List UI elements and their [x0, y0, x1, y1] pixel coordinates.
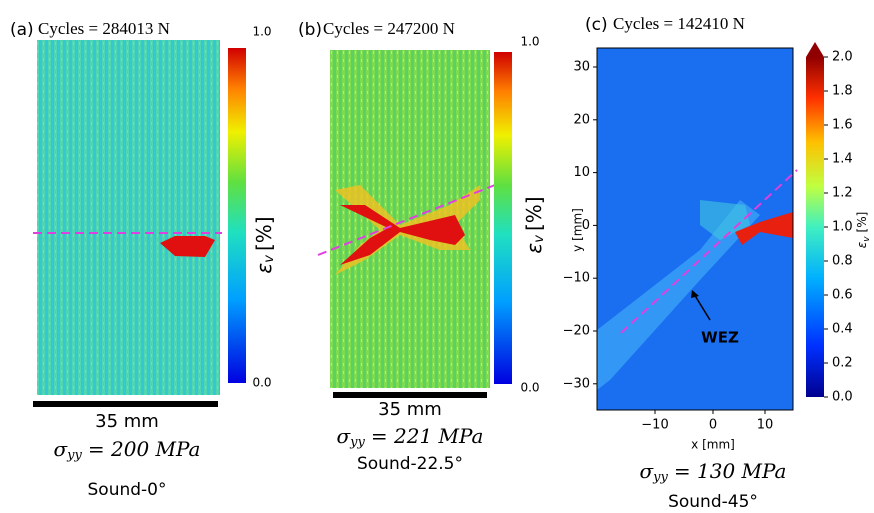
colorbar-label: εv [%] — [522, 196, 547, 253]
cycles: Cycles = 142410 N — [613, 14, 745, 33]
subscript: v — [862, 236, 872, 242]
crack — [160, 236, 215, 257]
crack — [340, 205, 465, 265]
specimen: Sound-0° — [88, 480, 167, 500]
y-tick-label: −20 — [563, 324, 590, 339]
y-tick-label: 20 — [573, 112, 590, 127]
x-tick-label: −10 — [641, 418, 668, 433]
panel-c: (c) Cycles = 142410 N WEZ x [mm] y [mm] … — [571, 14, 824, 512]
y-tick-label: 10 — [573, 165, 590, 180]
strain-map — [37, 40, 220, 395]
colorbar-label: εv [%] — [252, 216, 277, 273]
stress: σyy = 221 MPa — [337, 424, 484, 450]
symbol: ε — [252, 263, 276, 274]
panel-b: (b) Cycles = 247200 N 35 mm σyy = 221 MPa… — [298, 19, 512, 474]
stress: σyy = 200 MPa — [54, 437, 201, 463]
cycles: Cycles = 247200 N — [323, 19, 455, 38]
subscript: v — [532, 235, 547, 243]
colorbar-tick-label: 1.0 — [832, 220, 853, 235]
colorbar-tick-label: 0.6 — [832, 288, 853, 303]
x-tick-label: 10 — [757, 418, 774, 433]
stress: σyy = 130 MPa — [640, 459, 787, 485]
colorbar — [228, 48, 246, 383]
colorbar-tick-label: 1.2 — [832, 186, 853, 201]
colorbar-tick-label: 1.0 — [252, 25, 271, 39]
symbol: ε — [522, 243, 546, 254]
y-tick-label: 30 — [573, 60, 590, 75]
scale-bar — [333, 392, 487, 398]
crack — [735, 212, 793, 245]
specimen: Sound-22.5° — [357, 454, 463, 474]
x-axis-label: x [mm] — [691, 438, 735, 452]
colorbar-tick-label: 0.2 — [832, 356, 853, 371]
colorbar-tick-label: 1.4 — [832, 152, 853, 167]
panel-label: (b) — [298, 20, 322, 40]
unit: [%] — [522, 196, 546, 231]
scale-bar — [33, 401, 218, 407]
y-tick-label: −10 — [563, 271, 590, 286]
unit: [%] — [252, 216, 276, 251]
dashed-line — [317, 184, 496, 256]
colorbar-tick-label: 1.0 — [520, 35, 539, 49]
annotation: WEZ — [701, 329, 739, 347]
colorbar-tick-label: 0.0 — [252, 376, 271, 390]
scale-label: 35 mm — [95, 411, 159, 432]
colorbar-tick-label: 2.0 — [832, 50, 853, 65]
arrow — [693, 293, 711, 321]
plot-frame — [596, 47, 794, 411]
colorbar-extend — [806, 42, 824, 57]
colorbar-label: εv [%] — [855, 212, 872, 249]
x-tick-label: 0 — [709, 418, 717, 433]
colorbar-tick-label: 0.0 — [520, 381, 539, 395]
panel-label: (c) — [585, 15, 608, 35]
damage-zone — [700, 200, 750, 240]
damage-zone — [597, 200, 760, 390]
symbol: ε — [855, 241, 869, 248]
y-tick-label: −30 — [563, 376, 590, 391]
colorbar — [806, 57, 824, 397]
panel-label: (a) — [10, 20, 34, 40]
colorbar-tick-label: 0.0 — [832, 390, 853, 405]
dashed-line — [620, 169, 798, 334]
unit: [%] — [855, 212, 869, 233]
panel-a: (a) Cycles = 284013 N 35 mm σyy = 200 MPa… — [10, 19, 246, 500]
cycles: Cycles = 284013 N — [38, 19, 170, 38]
y-tick-label: 0 — [582, 218, 590, 233]
colorbar-tick-label: 0.8 — [832, 254, 853, 269]
specimen: Sound-45° — [668, 492, 758, 512]
colorbar-tick-label: 1.6 — [832, 118, 853, 133]
y-axis-label: y [mm] — [571, 208, 585, 252]
colorbar-tick-label: 1.8 — [832, 84, 853, 99]
colorbar-tick-label: 0.4 — [832, 322, 853, 337]
subscript: v — [262, 255, 277, 263]
arrow-head — [691, 290, 699, 298]
colorbar — [494, 52, 512, 384]
scale-label: 35 mm — [378, 399, 442, 420]
